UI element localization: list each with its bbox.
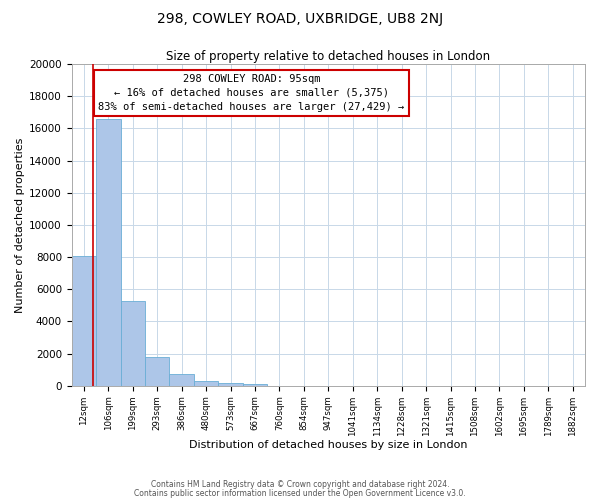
Y-axis label: Number of detached properties: Number of detached properties bbox=[15, 138, 25, 312]
Bar bbox=[71, 256, 96, 386]
Bar bbox=[243, 384, 267, 386]
Text: Contains public sector information licensed under the Open Government Licence v3: Contains public sector information licen… bbox=[134, 488, 466, 498]
Title: Size of property relative to detached houses in London: Size of property relative to detached ho… bbox=[166, 50, 490, 63]
Bar bbox=[194, 381, 218, 386]
Text: 298 COWLEY ROAD: 95sqm
← 16% of detached houses are smaller (5,375)
83% of semi-: 298 COWLEY ROAD: 95sqm ← 16% of detached… bbox=[98, 74, 404, 112]
Text: 298, COWLEY ROAD, UXBRIDGE, UB8 2NJ: 298, COWLEY ROAD, UXBRIDGE, UB8 2NJ bbox=[157, 12, 443, 26]
Bar bbox=[121, 300, 145, 386]
Bar bbox=[169, 374, 194, 386]
Bar bbox=[145, 357, 169, 386]
Text: Contains HM Land Registry data © Crown copyright and database right 2024.: Contains HM Land Registry data © Crown c… bbox=[151, 480, 449, 489]
Bar bbox=[96, 119, 121, 386]
X-axis label: Distribution of detached houses by size in London: Distribution of detached houses by size … bbox=[189, 440, 467, 450]
Bar bbox=[218, 383, 243, 386]
